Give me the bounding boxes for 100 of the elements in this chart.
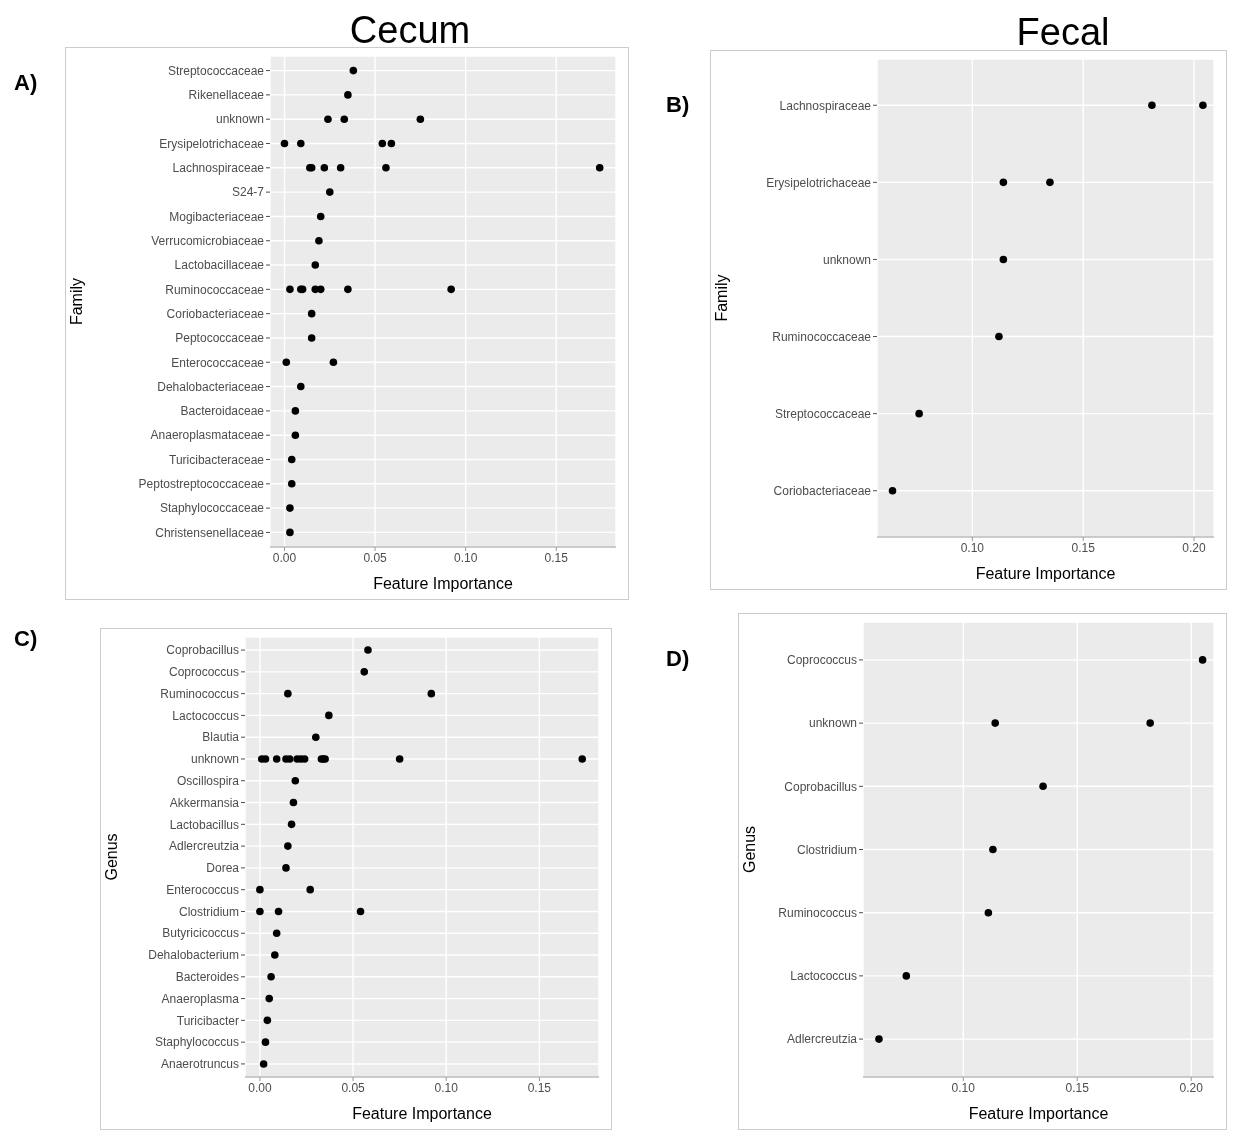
point: [287, 455, 296, 464]
text: D): [666, 646, 690, 672]
point: [267, 973, 275, 981]
point: [287, 820, 296, 829]
x-tick-label: 0.05: [341, 1080, 366, 1095]
point: [1046, 178, 1054, 187]
point: [272, 929, 281, 938]
y-tick-label: unknown: [190, 752, 239, 767]
point: [336, 164, 345, 172]
point: [329, 358, 338, 367]
point: [259, 1060, 268, 1068]
point: [995, 332, 1003, 341]
point: [324, 115, 332, 123]
x-tick-label: 0.05: [363, 550, 388, 565]
point: [340, 115, 349, 123]
x-tick-label: 0.20: [1182, 540, 1207, 555]
point: [311, 261, 320, 269]
point: [286, 285, 294, 294]
x-tick-label: 0.00: [248, 1080, 272, 1095]
y-tick-label: Adlercreutzia: [786, 1032, 858, 1047]
x-tick-label: 0.10: [951, 1080, 976, 1095]
y-tick-label: Erysipelotrichaceae: [159, 136, 265, 151]
point: [427, 689, 436, 698]
point: [256, 885, 264, 894]
point: [875, 1035, 883, 1043]
y-tick-label: Staphylococcaceae: [159, 501, 265, 516]
y-tick-label: Turicibacteraceae: [169, 452, 265, 467]
point: [344, 285, 352, 294]
y-axis-title: Genus: [740, 825, 758, 874]
y-tick-label: Coriobacteriaceae: [166, 306, 265, 321]
y-tick-label: Ruminococcus: [160, 686, 239, 701]
y-tick-label: Verrucomicrobiaceae: [151, 233, 265, 248]
y-tick-label: Ruminococcaceae: [772, 329, 872, 344]
point: [349, 66, 358, 75]
point: [274, 907, 283, 916]
point: [306, 885, 315, 894]
y-tick-label: Coprococcus: [168, 665, 239, 680]
y-tick-label: Ruminococcaceae: [165, 282, 265, 297]
x-axis-title: Feature Importance: [975, 565, 1116, 582]
point: [263, 1016, 272, 1025]
y-tick-label: Turicibacter: [176, 1013, 239, 1028]
point: [1198, 656, 1207, 664]
point: [888, 486, 897, 495]
point: [382, 164, 390, 172]
point: [297, 139, 305, 148]
y-tick-label: Coprobacillus: [166, 643, 239, 658]
point: [416, 115, 425, 123]
point: [316, 212, 325, 221]
point: [280, 139, 289, 148]
x-axis-title: Feature Importance: [352, 1105, 492, 1122]
chart-title: Cecum: [349, 8, 471, 52]
point: [984, 908, 993, 917]
y-tick-label: Adlercreutzia: [168, 839, 240, 854]
point: [289, 798, 298, 807]
y-tick-label: Streptococcaceae: [774, 406, 872, 421]
point: [991, 719, 999, 727]
point: [378, 139, 387, 148]
x-axis-title: Feature Importance: [373, 575, 513, 592]
y-tick-label: Christensenellaceae: [155, 525, 265, 540]
x-tick-label: 0.00: [272, 550, 297, 565]
point: [1199, 101, 1207, 110]
y-tick-label: Enterococcus: [166, 882, 239, 897]
point: [395, 755, 404, 763]
text: C): [14, 626, 38, 652]
x-tick-label: 0.10: [453, 550, 478, 565]
y-tick-label: Clostridium: [178, 904, 239, 919]
y-axis-title: Family: [712, 274, 730, 322]
y-tick-label: Dehalobacteriaceae: [157, 379, 265, 394]
point: [286, 504, 294, 512]
point: [915, 409, 923, 418]
y-tick-label: Blautia: [202, 730, 240, 745]
y-tick-label: Peptostreptococcaceae: [138, 477, 265, 492]
point: [271, 951, 279, 959]
y-tick-label: Ruminococcus: [778, 905, 857, 920]
y-axis-title: Genus: [102, 833, 120, 881]
point: [999, 178, 1008, 187]
x-tick-label: 0.15: [527, 1080, 552, 1095]
point: [1148, 101, 1156, 110]
y-tick-label: Peptococcaceae: [175, 331, 265, 346]
point: [578, 755, 587, 763]
y-tick-label: Dorea: [206, 861, 240, 876]
y-tick-label: unknown: [822, 252, 871, 267]
x-tick-label: 0.15: [1071, 540, 1096, 555]
point: [261, 1038, 270, 1046]
y-axis-title: Family: [67, 277, 85, 326]
x-tick-label: 0.15: [1065, 1080, 1090, 1095]
point: [291, 431, 300, 439]
y-tick-label: Anaeroplasma: [161, 991, 240, 1006]
y-tick-label: Anaerotruncus: [160, 1057, 239, 1072]
y-tick-label: Akkermansia: [169, 795, 240, 810]
x-tick-label: 0.15: [544, 550, 569, 565]
point: [989, 845, 997, 854]
y-tick-label: Streptococcaceae: [167, 63, 265, 78]
y-tick-label: Lactobacillus: [169, 817, 239, 832]
y-tick-label: Lactococcus: [790, 969, 857, 984]
x-tick-label: 0.10: [960, 540, 985, 555]
point: [272, 755, 281, 763]
point: [387, 139, 396, 148]
y-tick-label: Erysipelotrichaceae: [766, 175, 872, 190]
y-tick-label: Coprococcus: [786, 653, 857, 668]
